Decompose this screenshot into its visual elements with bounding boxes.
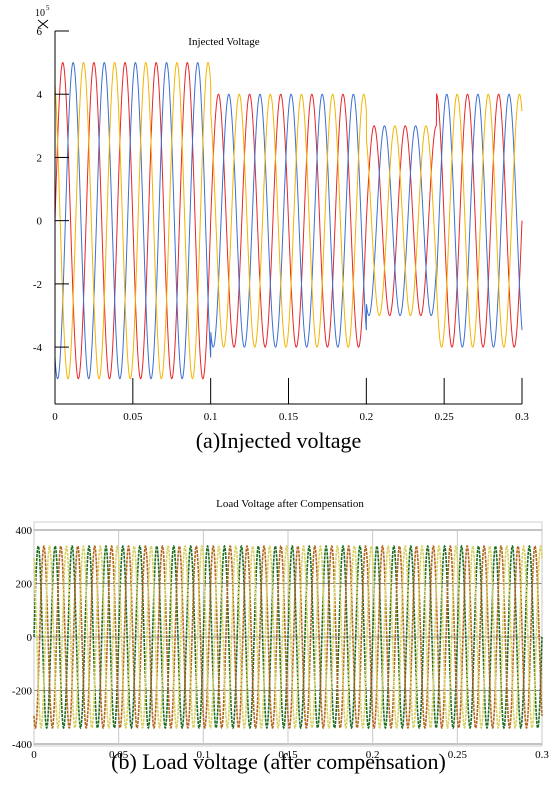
- chart-load-voltage: 400 200 0 -200 -400 0 0.05 0.1 0.15 0.2 0.25 0.3 L…: [12, 498, 550, 761]
- caption-load-voltage: (b) Load voltage (after compensation): [111, 749, 446, 774]
- injected-voltage-exponent-power: 5: [46, 4, 50, 12]
- load-voltage-title: Load Voltage after Compensation: [216, 498, 364, 510]
- injected-voltage-x-tick-label: 0.3: [515, 411, 529, 423]
- injected-voltage-y-tick-label: 2: [37, 152, 43, 164]
- injected-voltage-x-tick-label: 0: [52, 411, 58, 423]
- load-voltage-series-group: [33, 544, 543, 730]
- injected-voltage-y-tick-label: 0: [37, 216, 43, 228]
- injected-voltage-x-tick-label: 0.15: [279, 411, 299, 423]
- chart-injected-voltage: 6 4 2 0 -2 -4 0 0.05 0.1 0.15 0.2 0.25 0.3 Injected…: [33, 4, 530, 423]
- injected-voltage-title: Injected Voltage: [188, 36, 259, 48]
- load-voltage-y-tick-label: 0: [27, 632, 33, 644]
- load-voltage-y-ticks: 400 200 0 -200 -400: [12, 525, 33, 751]
- load-voltage-phase-2-line: [33, 545, 543, 729]
- load-voltage-x-tick-label: 0.3: [535, 749, 549, 761]
- injected-voltage-y-tick-label: -2: [33, 279, 42, 291]
- load-voltage-y-tick-label: -400: [12, 739, 33, 751]
- injected-voltage-x-tick-label: 0.2: [359, 411, 373, 423]
- caption-injected-voltage: (a)Injected voltage: [195, 428, 362, 453]
- load-voltage-x-tick-label: 0: [31, 749, 37, 761]
- load-voltage-x-tick-label: 0.2: [366, 749, 380, 761]
- injected-voltage-phase-2-line: [54, 62, 523, 380]
- injected-voltage-x-tick-label: 0.05: [123, 411, 143, 423]
- load-voltage-y-tick-label: 400: [16, 525, 33, 537]
- load-voltage-x-tick-label: 0.25: [448, 749, 468, 761]
- injected-voltage-series-group: [54, 62, 523, 380]
- injected-voltage-phase-3-line: [54, 62, 523, 380]
- load-voltage-y-tick-label: 200: [16, 579, 33, 591]
- load-voltage-x-tick-label: 0.1: [196, 749, 210, 761]
- load-voltage-phase-3-line: [33, 545, 543, 729]
- load-voltage-x-tick-label: 0.05: [109, 749, 129, 761]
- injected-voltage-y-ticks: 6 4 2 0 -2 -4: [33, 26, 69, 354]
- injected-voltage-y-tick-label: 4: [37, 89, 43, 101]
- load-voltage-x-ticks: 0 0.05 0.1 0.15 0.2 0.25 0.3: [31, 749, 549, 761]
- load-voltage-phase-1-line: [33, 544, 543, 730]
- injected-voltage-exponent-base: 10: [35, 8, 45, 19]
- injected-voltage-phase-1-line: [54, 62, 523, 380]
- exponent-cross-icon: [37, 19, 49, 29]
- injected-voltage-x-tick-label: 0.25: [435, 411, 455, 423]
- load-voltage-y-tick-label: -200: [12, 686, 33, 698]
- injected-voltage-x-tick-label: 0.1: [204, 411, 218, 423]
- injected-voltage-y-tick-label: 6: [37, 26, 43, 38]
- load-voltage-x-tick-label: 0.15: [278, 749, 298, 761]
- injected-voltage-x-ticks: 0 0.05 0.1 0.15 0.2 0.25 0.3: [52, 378, 529, 423]
- injected-voltage-y-tick-label: -4: [33, 342, 43, 354]
